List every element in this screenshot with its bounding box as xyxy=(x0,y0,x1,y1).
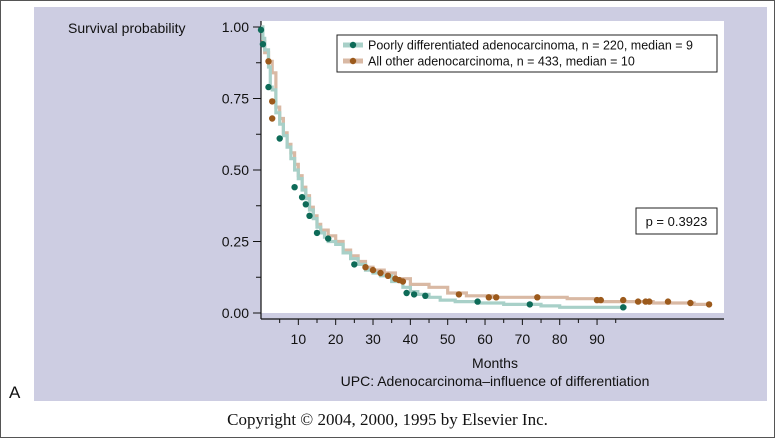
copyright-notice: Copyright © 2004, 2000, 1995 by Elsevier… xyxy=(227,410,548,429)
series-1-censor-point xyxy=(664,298,672,305)
legend-box xyxy=(336,34,718,73)
legend-marker-other xyxy=(349,57,357,65)
series-0-censor-point xyxy=(313,229,321,237)
series-0-censor-point xyxy=(474,298,481,305)
series-1-censor-point xyxy=(269,115,276,122)
series-1-censor-point xyxy=(362,264,369,271)
series-1-censor-point xyxy=(634,298,642,305)
series-0-censor-point xyxy=(403,289,410,297)
series-1-censor-point xyxy=(384,272,392,279)
series-0-censor-point xyxy=(259,41,267,48)
series-1-censor-point xyxy=(534,294,541,301)
legend-marker-poorly-differentiated xyxy=(349,41,357,49)
series-1-censor-point xyxy=(493,294,500,301)
series-1-censor-point xyxy=(265,58,272,65)
series-1-censor-point xyxy=(705,301,713,308)
x-tick-label: 10 xyxy=(291,331,307,347)
series-1-censor-point xyxy=(620,296,627,304)
x-tick-label: 90 xyxy=(589,331,605,347)
series-0-censor-point xyxy=(306,212,313,219)
series-0-censor-point xyxy=(276,135,283,142)
series-1-curve xyxy=(261,25,710,306)
series-1-censor-point xyxy=(597,296,604,304)
p-value-text: p = 0.3923 xyxy=(646,214,708,229)
y-tick-label: 0.75 xyxy=(222,91,249,107)
series-0-censor-point xyxy=(265,83,272,91)
x-tick-label: 40 xyxy=(403,331,419,347)
series-1-censor-point xyxy=(687,299,694,307)
x-tick-label: 80 xyxy=(552,331,568,347)
x-tick-label: 60 xyxy=(477,331,493,347)
series-0-censor-point xyxy=(526,301,533,308)
series-0-censor-point xyxy=(410,291,418,298)
series-layer xyxy=(257,25,713,311)
panel-letter: A xyxy=(9,383,21,402)
series-1-censor-point xyxy=(399,278,407,285)
series-0-censor-point xyxy=(422,292,429,299)
series-0-censor-point xyxy=(257,26,265,34)
y-tick-label: 0.00 xyxy=(222,305,249,321)
y-axis-label: Survival probability xyxy=(68,20,186,36)
p-value-box xyxy=(635,207,718,235)
series-1-censor-point xyxy=(269,98,276,105)
chart-title: UPC: Adenocarcinoma–influence of differe… xyxy=(341,373,650,389)
x-tick-label: 50 xyxy=(440,331,456,347)
series-1-censor-point xyxy=(369,266,377,274)
series-1-censor-point xyxy=(646,298,653,305)
series-1-censor-point xyxy=(377,269,384,277)
x-tick-label: 70 xyxy=(515,331,531,347)
p-value-annotation: p = 0.3923 xyxy=(635,207,718,235)
y-tick-label: 0.25 xyxy=(222,234,249,250)
x-tick-label: 30 xyxy=(365,331,381,347)
legend-label-poorly-differentiated: Poorly differentiated adenocarcinoma, n … xyxy=(368,39,693,53)
legend: Poorly differentiated adenocarcinoma, n … xyxy=(336,34,718,73)
x-axis-label: Months xyxy=(472,355,518,371)
series-0-censor-point xyxy=(325,235,332,242)
series-0-censor-point xyxy=(302,201,309,208)
series-1-censor-point xyxy=(485,294,492,301)
y-tick-label: 1.00 xyxy=(222,19,249,35)
series-0-censor-point xyxy=(351,261,358,268)
x-tick-label: 20 xyxy=(328,331,344,347)
series-1-censor-point xyxy=(455,291,463,298)
y-tick-label: 0.50 xyxy=(222,162,249,178)
series-0-censor-point xyxy=(620,304,627,311)
legend-label-other: All other adenocarcinoma, n = 433, media… xyxy=(368,55,635,69)
series-0-censor-point xyxy=(298,194,306,201)
series-0-censor-point xyxy=(291,184,298,191)
